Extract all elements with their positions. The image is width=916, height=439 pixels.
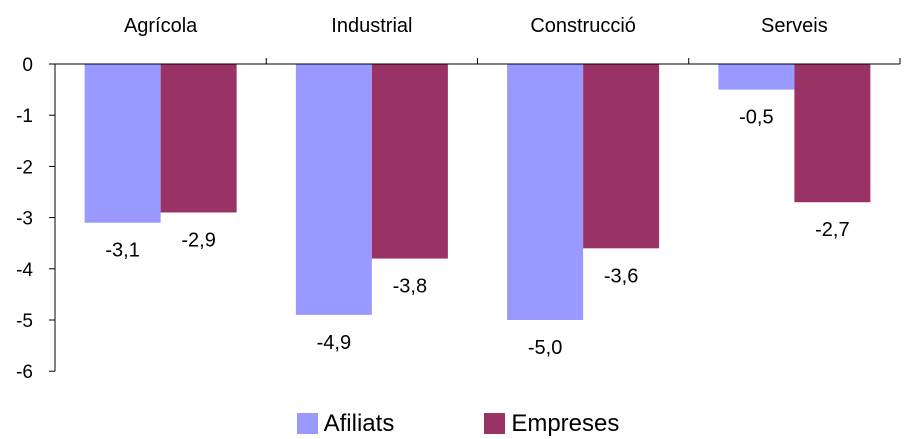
- legend-swatch-empreses: [484, 413, 506, 434]
- legend-item-empreses: Empreses: [484, 408, 619, 439]
- data-label: -5,0: [528, 337, 562, 359]
- bar-empreses-1: [371, 64, 448, 259]
- legend-swatch-afiliats: [296, 413, 318, 434]
- legend-label-afiliats: Afiliats: [323, 409, 395, 437]
- bar-empreses-2: [583, 64, 660, 249]
- y-tick-label: -5: [16, 311, 33, 332]
- bar-afiliats-2: [507, 64, 584, 320]
- data-label: -2,9: [181, 229, 215, 251]
- bar-empreses-3: [794, 64, 871, 203]
- category-label: Agrícola: [124, 15, 198, 37]
- bar-chart: 0 -1 -2 -3 -4 -5 -6 Agrícola Industrial Construcc…: [16, 15, 901, 383]
- y-tick-label: -1: [16, 106, 33, 127]
- data-label: -4,9: [317, 332, 351, 354]
- bar-empreses-0: [160, 64, 237, 213]
- legend: Afiliats Empreses: [0, 408, 916, 439]
- category-label: Industrial: [331, 15, 412, 37]
- bar-afiliats-1: [295, 64, 372, 315]
- y-tick-label: -4: [16, 260, 33, 281]
- data-label: -0,5: [739, 107, 773, 129]
- category-label: Construcció: [530, 15, 636, 37]
- data-label: -3,8: [393, 276, 427, 298]
- category-label: Serveis: [761, 15, 828, 37]
- y-tick-label: -2: [16, 157, 33, 178]
- data-label: -3,6: [604, 265, 638, 287]
- y-tick-label: -6: [16, 362, 33, 383]
- data-label: -3,1: [105, 240, 139, 262]
- legend-label-empreses: Empreses: [511, 409, 620, 437]
- bar-afiliats-3: [718, 64, 795, 90]
- y-tick-label: 0: [22, 55, 33, 76]
- bar-afiliats-0: [84, 64, 161, 223]
- legend-item-afiliats: Afiliats: [296, 408, 395, 439]
- y-tick-label: -3: [16, 209, 33, 230]
- data-label: -2,7: [815, 219, 849, 241]
